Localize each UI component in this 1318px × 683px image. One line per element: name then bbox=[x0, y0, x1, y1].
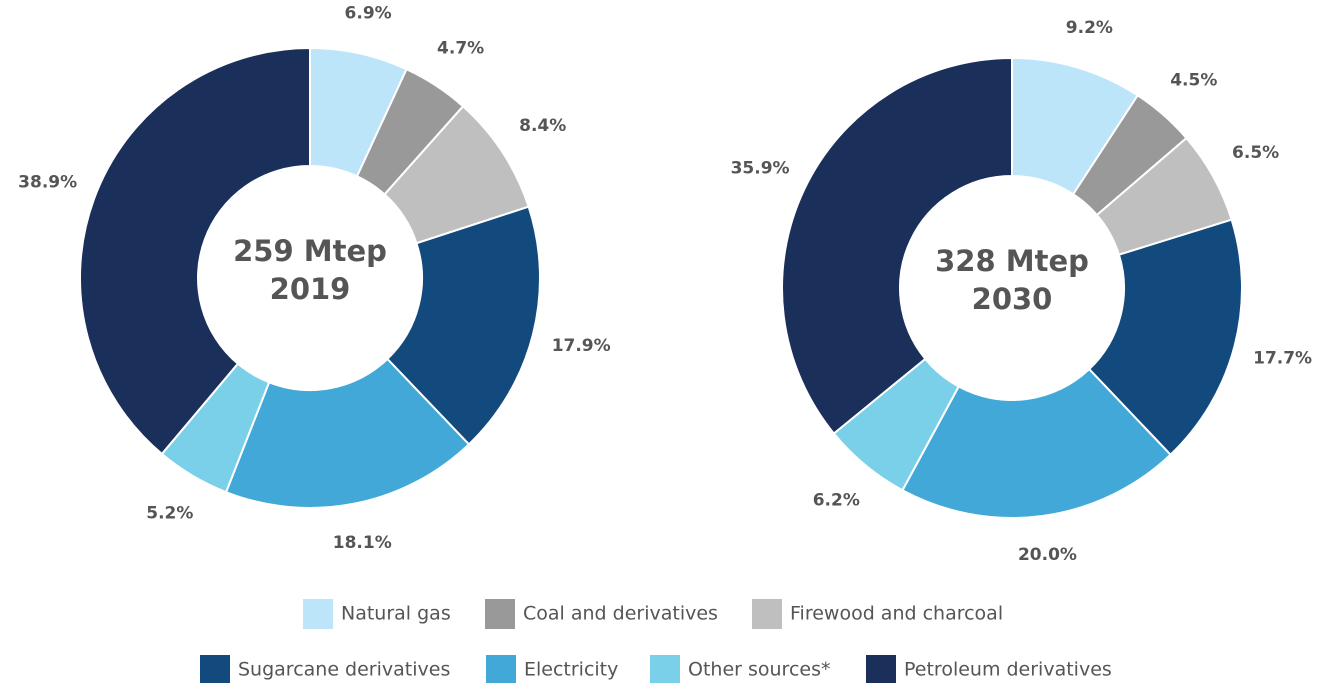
donut-segment bbox=[385, 205, 541, 446]
center-label: 259 Mtep bbox=[233, 234, 387, 268]
value-label: 35.9% bbox=[731, 158, 790, 178]
legend-swatch bbox=[650, 655, 680, 683]
donut-segment bbox=[224, 357, 471, 509]
donut-segment bbox=[781, 56, 1013, 435]
value-label: 9.2% bbox=[1066, 18, 1113, 38]
legend-swatch bbox=[200, 655, 230, 683]
value-label: 4.5% bbox=[1170, 70, 1217, 90]
legend-swatch bbox=[485, 599, 515, 629]
value-label: 17.9% bbox=[552, 336, 611, 356]
legend-label: Electricity bbox=[524, 659, 618, 681]
value-label: 5.2% bbox=[146, 504, 193, 524]
value-label: 8.4% bbox=[519, 116, 566, 136]
value-label: 6.2% bbox=[813, 490, 860, 510]
legend-swatch bbox=[486, 655, 516, 683]
value-label: 6.5% bbox=[1232, 143, 1279, 163]
legend-label: Sugarcane derivatives bbox=[238, 659, 450, 681]
value-label: 4.7% bbox=[437, 38, 484, 58]
value-label: 17.7% bbox=[1253, 348, 1312, 368]
value-label: 6.9% bbox=[345, 4, 392, 24]
donut-segment bbox=[1087, 218, 1243, 457]
legend-swatch bbox=[866, 655, 896, 683]
center-label: 328 Mtep bbox=[935, 244, 1089, 278]
center-label: 2019 bbox=[270, 272, 351, 306]
center-label: 2030 bbox=[972, 282, 1053, 316]
donut-segment bbox=[901, 367, 1172, 519]
legend-swatch bbox=[303, 599, 333, 629]
legend-label: Firewood and charcoal bbox=[790, 603, 1003, 625]
legend-label: Petroleum derivatives bbox=[904, 659, 1112, 681]
donut-segment bbox=[79, 46, 311, 456]
legend-label: Coal and derivatives bbox=[523, 603, 718, 625]
legend-label: Natural gas bbox=[341, 603, 451, 625]
value-label: 38.9% bbox=[18, 172, 77, 192]
value-label: 20.0% bbox=[1018, 545, 1077, 565]
legend-label: Other sources* bbox=[688, 659, 830, 681]
value-label: 18.1% bbox=[333, 533, 392, 553]
legend-swatch bbox=[752, 599, 782, 629]
